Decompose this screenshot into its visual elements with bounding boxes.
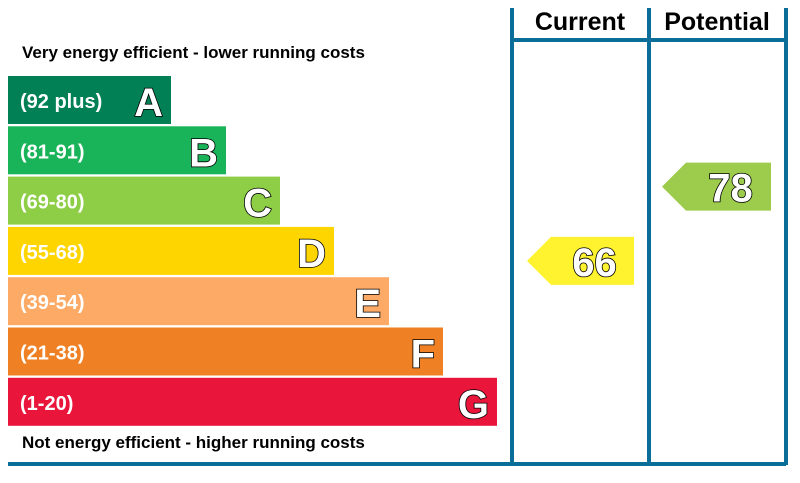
band-range: (81-91) [20, 141, 84, 163]
band-range: (1-20) [20, 393, 73, 415]
current-rating-value: 66 [572, 241, 617, 285]
band-range: (92 plus) [20, 91, 102, 113]
band-letter: D [297, 232, 326, 276]
band-d: (55-68) D [8, 226, 334, 277]
band-bar [8, 277, 389, 326]
band-g: (1-20) G [8, 377, 497, 428]
band-bar [8, 126, 226, 175]
band-letter: B [189, 131, 218, 175]
potential-rating-arrow: 78 [662, 162, 771, 211]
band-a: (92 plus) A [8, 76, 171, 126]
potential-rating-value: 78 [708, 167, 753, 211]
rating-arrows: 66 78 [527, 162, 771, 286]
current-rating-arrow: 66 [527, 236, 634, 286]
band-bar [8, 226, 334, 275]
column-header-current: Current [535, 8, 626, 36]
band-letter: F [411, 333, 435, 377]
band-letter: G [458, 383, 489, 427]
rating-bands: (92 plus) A(81-91) B(69-80) C(55-68) D(39-54… [8, 76, 497, 428]
band-b: (81-91) B [8, 126, 226, 176]
band-letter: E [354, 282, 381, 326]
column-header-potential: Potential [664, 8, 770, 36]
band-range: (55-68) [20, 242, 84, 264]
band-range: (21-38) [20, 343, 84, 365]
band-range: (39-54) [20, 292, 84, 314]
band-range: (69-80) [20, 192, 84, 214]
band-e: (39-54) E [8, 277, 389, 327]
band-letter: C [243, 182, 272, 226]
current-arrow-shape [527, 236, 634, 285]
band-c: (69-80) C [8, 176, 280, 226]
band-bar [8, 76, 171, 124]
band-f: (21-38) F [8, 327, 443, 377]
bottom-caption: Not energy efficient - higher running co… [22, 433, 365, 452]
band-letter: A [134, 81, 163, 125]
band-bar [8, 176, 280, 225]
top-caption: Very energy efficient - lower running co… [22, 43, 365, 62]
band-bar [8, 377, 497, 426]
chart-frame [8, 8, 788, 466]
band-bar [8, 327, 443, 376]
potential-arrow-shape [662, 162, 771, 211]
